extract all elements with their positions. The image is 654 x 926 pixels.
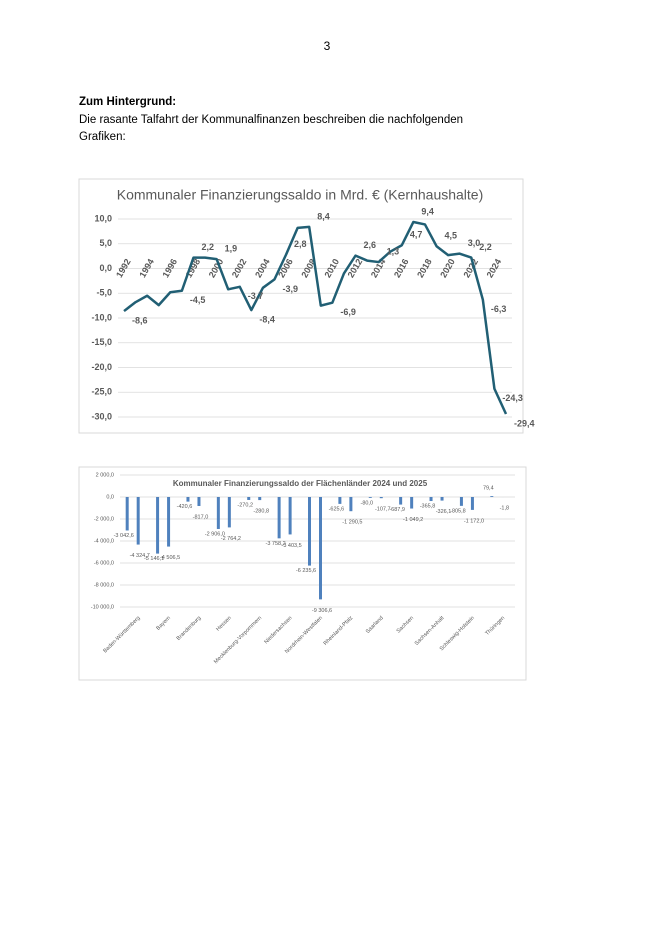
page-number: 3 [323, 39, 331, 53]
y-tick-label: 0,0 [99, 263, 112, 273]
y-tick-label: -2 000,0 [94, 516, 114, 522]
chart-title: Kommunaler Finanzierungssaldo in Mrd. € … [117, 187, 484, 203]
bar [227, 497, 231, 528]
data-label: -107,7 [375, 507, 391, 513]
data-label: -6,3 [491, 304, 507, 314]
chart-frame [78, 178, 524, 434]
y-tick-label: 5,0 [99, 238, 112, 248]
bar [136, 497, 140, 545]
y-tick-label: -10,0 [91, 312, 112, 322]
data-label: -1 290,5 [342, 520, 362, 526]
bar [429, 497, 433, 502]
data-label: 79,4 [483, 486, 494, 492]
y-tick-label: -6 000,0 [94, 560, 114, 566]
chart-title: Kommunaler Finanzierungssaldo der Fläche… [173, 479, 428, 488]
data-label: 2,2 [479, 242, 492, 252]
data-label: -9 306,6 [312, 608, 332, 614]
data-label: 3,0 [468, 238, 481, 248]
bar [277, 497, 281, 539]
bar [197, 497, 201, 506]
chart-laender: Kommunaler Finanzierungssaldo der Fläche… [78, 466, 527, 681]
data-label: -2 764,2 [221, 536, 241, 542]
data-label: 4,7 [410, 230, 423, 240]
chart-saldo: Kommunaler Finanzierungssaldo in Mrd. € … [78, 178, 535, 434]
y-tick-label: -25,0 [91, 387, 112, 397]
y-tick-label: -5,0 [96, 288, 112, 298]
bar [125, 497, 129, 531]
data-label: -365,8 [420, 503, 436, 509]
data-label: -24,3 [502, 393, 523, 403]
data-label: -625,6 [329, 506, 345, 512]
data-label: -1 172,0 [464, 518, 484, 524]
data-label: -3 403,5 [282, 543, 302, 549]
data-label: -1,8 [500, 505, 509, 511]
y-tick-label: -8 000,0 [94, 582, 114, 588]
bar [319, 497, 322, 600]
bar [459, 497, 463, 506]
data-label: 4,5 [445, 231, 458, 241]
data-label: -5 146,1 [144, 556, 164, 562]
bar [338, 497, 342, 504]
data-label: -420,6 [177, 504, 193, 510]
data-label: 2,8 [294, 239, 307, 249]
y-tick-label: -20,0 [91, 362, 112, 372]
data-label: -280,8 [253, 509, 269, 515]
bar [247, 497, 251, 500]
chart-frame [78, 466, 527, 681]
bar [258, 497, 262, 501]
y-tick-label: 0,0 [106, 494, 114, 500]
data-label: 2,2 [201, 242, 214, 252]
data-label: -270,2 [237, 502, 253, 508]
data-label: -6,9 [340, 307, 356, 317]
y-tick-label: -4 000,0 [94, 538, 114, 544]
bar [186, 497, 190, 502]
y-tick-label: 2 000,0 [96, 472, 114, 478]
bar [288, 497, 292, 535]
data-label: -3,7 [248, 291, 264, 301]
bar [156, 497, 160, 554]
data-label: -3,9 [282, 284, 298, 294]
bar [167, 497, 171, 547]
bar [368, 497, 372, 498]
data-label: 2,6 [364, 240, 377, 250]
y-tick-label: -15,0 [91, 337, 112, 347]
bar [440, 497, 444, 501]
data-label: -687,9 [389, 507, 405, 513]
data-label: -817,0 [193, 514, 209, 520]
data-label: 1,9 [225, 243, 238, 253]
data-label: -4 506,5 [160, 555, 180, 561]
bar [399, 497, 403, 505]
data-label: -6 235,6 [296, 568, 316, 574]
y-tick-label: -30,0 [91, 411, 112, 421]
bar [410, 497, 414, 509]
bar [470, 497, 474, 510]
data-label: -8,4 [259, 314, 275, 324]
data-label: -80,0 [360, 500, 373, 506]
data-label: -4 324,7 [130, 553, 150, 559]
paragraph: Die rasante Talfahrt der Kommunalfinanze… [79, 114, 464, 143]
data-label: -1 049,2 [403, 517, 423, 523]
data-label: -3 042,6 [114, 533, 134, 539]
bar [308, 497, 311, 566]
data-label: -3 758,2 [266, 541, 286, 547]
data-label: -805,8 [450, 508, 466, 514]
bar [379, 497, 383, 499]
series-line [123, 220, 508, 415]
y-tick-label: -10 000,0 [91, 604, 114, 610]
data-label: 1,3 [387, 246, 400, 256]
data-label: -4,5 [190, 295, 206, 305]
bar [216, 497, 220, 529]
data-label: -2 906,0 [205, 531, 225, 537]
y-tick-label: 10,0 [94, 213, 112, 223]
bar [490, 496, 494, 497]
data-label: -8,6 [132, 315, 148, 325]
data-label: 9,4 [421, 206, 434, 216]
data-label: 8,4 [317, 211, 330, 221]
data-label: -29,4 [514, 418, 535, 428]
data-label: -326,1 [436, 509, 452, 515]
heading: Zum Hintergrund: [79, 96, 177, 108]
bar [349, 497, 353, 512]
